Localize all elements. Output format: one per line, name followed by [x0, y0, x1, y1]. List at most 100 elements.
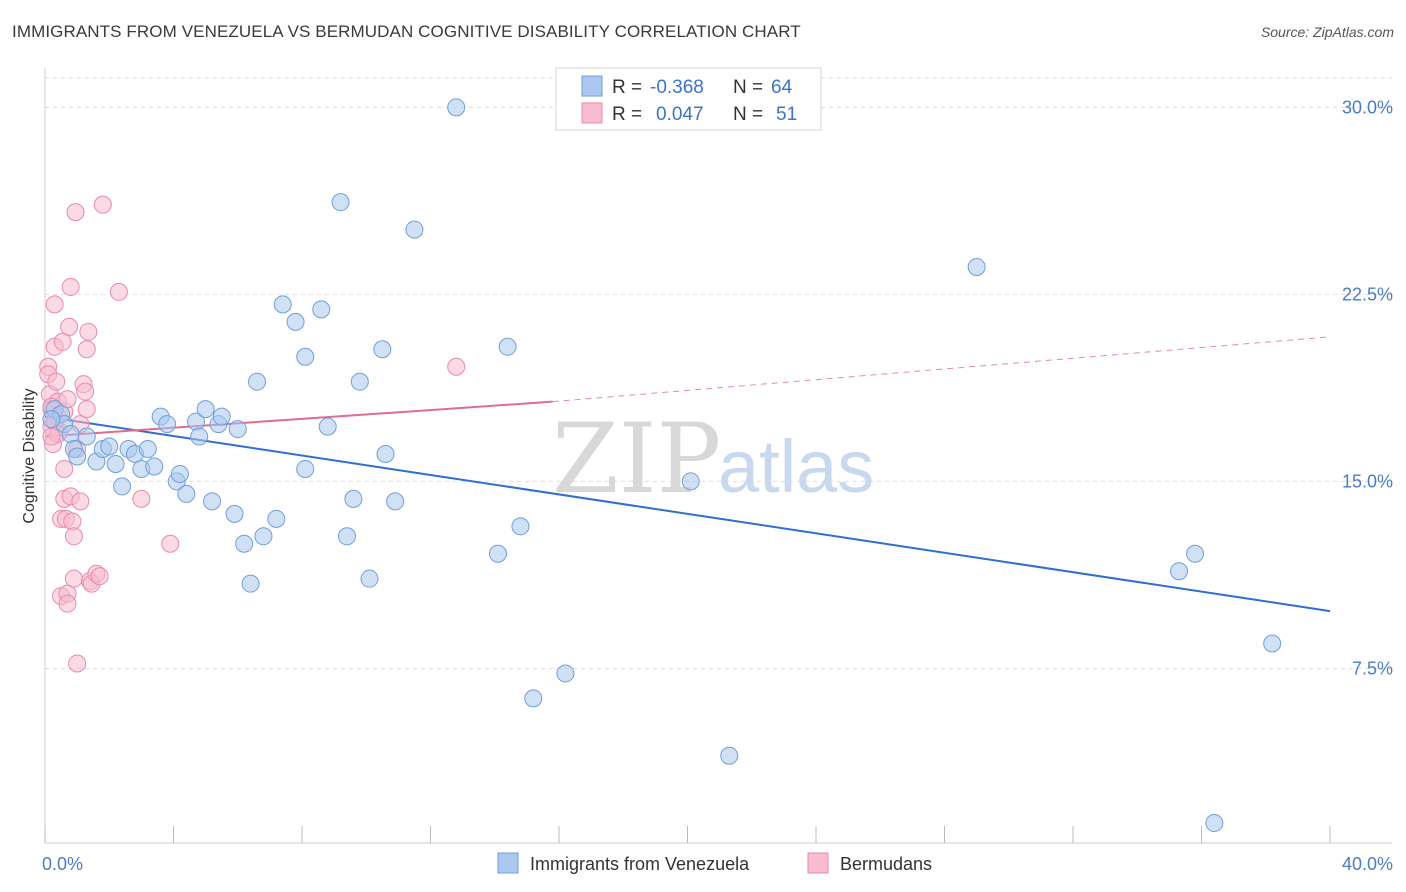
point-bermudans	[53, 332, 72, 351]
point-venezuela	[241, 574, 260, 593]
point-venezuela	[681, 472, 700, 491]
legend-r-value-1: -0.368	[650, 77, 704, 98]
point-bermudans	[76, 382, 95, 401]
legend-r-label-1: R =	[612, 77, 642, 98]
point-bermudans	[71, 492, 90, 511]
point-venezuela	[331, 193, 350, 212]
y-tick-label: 30.0%	[1342, 97, 1393, 117]
point-venezuela	[235, 534, 254, 553]
point-venezuela	[967, 257, 986, 276]
point-bermudans	[64, 527, 83, 546]
point-venezuela	[511, 517, 530, 536]
point-bermudans	[63, 512, 82, 531]
legend-swatch-blue	[581, 75, 603, 97]
x-tick-label-min: 0.0%	[42, 854, 83, 874]
point-bermudans	[77, 400, 96, 419]
point-venezuela	[212, 407, 231, 426]
point-bermudans	[64, 569, 83, 588]
point-venezuela	[190, 427, 209, 446]
point-venezuela	[138, 440, 157, 459]
watermark: ZIP atlas	[552, 403, 874, 515]
point-venezuela	[556, 664, 575, 683]
point-venezuela	[248, 372, 267, 391]
point-venezuela	[488, 544, 507, 563]
y-tick-label: 15.0%	[1342, 471, 1393, 491]
point-venezuela	[296, 459, 315, 478]
point-bermudans	[79, 322, 98, 341]
point-venezuela	[720, 746, 739, 765]
point-venezuela	[158, 415, 177, 434]
bottom-legend: Immigrants from Venezuela Bermudans	[497, 852, 932, 874]
point-bermudans	[60, 317, 79, 336]
point-venezuela	[1263, 634, 1282, 653]
point-venezuela	[100, 437, 119, 456]
point-venezuela	[254, 527, 273, 546]
trend-lines	[44, 336, 1331, 613]
watermark-atlas: atlas	[718, 425, 874, 508]
point-bermudans	[61, 277, 80, 296]
point-venezuela	[318, 417, 337, 436]
point-venezuela	[225, 504, 244, 523]
point-bermudans	[90, 567, 109, 586]
y-tick-label: 7.5%	[1352, 658, 1393, 678]
trend-line-venezuela	[44, 415, 1331, 613]
legend-swatch-pink	[581, 102, 603, 124]
point-bermudans	[161, 534, 180, 553]
legend-n-label-1: N =	[733, 77, 763, 98]
point-bermudans	[42, 427, 61, 446]
point-venezuela	[360, 569, 379, 588]
legend-r-value-2: 0.047	[656, 104, 704, 125]
point-venezuela	[498, 337, 517, 356]
point-venezuela	[203, 492, 222, 511]
watermark-zip: ZIP	[552, 403, 721, 515]
point-venezuela	[170, 464, 189, 483]
y-axis-label: Cognitive Disability	[21, 388, 38, 523]
point-venezuela	[524, 689, 543, 708]
trend-line-bermudans	[44, 400, 553, 438]
x-tick-labels: 0.0% 40.0%	[42, 854, 1393, 874]
point-venezuela	[267, 509, 286, 528]
bottom-legend-label-bermudans: Bermudans	[840, 854, 932, 874]
point-venezuela	[177, 484, 196, 503]
point-bermudans	[45, 295, 64, 314]
legend-n-value-2: 51	[776, 104, 797, 125]
point-venezuela	[386, 492, 405, 511]
point-venezuela	[344, 489, 363, 508]
point-bermudans	[47, 372, 66, 391]
point-venezuela	[405, 220, 424, 239]
point-venezuela	[145, 457, 164, 476]
bottom-legend-label-venezuela: Immigrants from Venezuela	[530, 854, 750, 874]
point-bermudans	[58, 390, 77, 409]
point-venezuela	[373, 340, 392, 359]
point-venezuela	[350, 372, 369, 391]
point-bermudans	[58, 594, 77, 613]
point-bermudans	[77, 340, 96, 359]
data-points	[39, 98, 1282, 833]
point-bermudans	[109, 282, 128, 301]
point-venezuela	[61, 425, 80, 444]
point-bermudans	[66, 203, 85, 222]
axes	[44, 68, 1392, 844]
chart-title: IMMIGRANTS FROM VENEZUELA VS BERMUDAN CO…	[12, 22, 801, 41]
point-venezuela	[228, 420, 247, 439]
point-bermudans	[93, 195, 112, 214]
point-venezuela	[447, 98, 466, 117]
source-credit: Source: ZipAtlas.com	[1260, 24, 1394, 40]
point-bermudans	[68, 654, 87, 673]
point-venezuela	[68, 447, 87, 466]
legend: R = -0.368 N = 64 R = 0.047 N = 51	[555, 67, 822, 131]
point-venezuela	[77, 427, 96, 446]
point-venezuela	[1170, 562, 1189, 581]
x-tick-label-max: 40.0%	[1342, 854, 1393, 874]
point-bermudans	[132, 489, 151, 508]
point-venezuela	[1186, 544, 1205, 563]
y-tick-label: 22.5%	[1342, 284, 1393, 304]
point-venezuela	[106, 454, 125, 473]
point-venezuela	[42, 410, 61, 429]
point-bermudans	[447, 357, 466, 376]
point-bermudans	[55, 459, 74, 478]
point-venezuela	[312, 300, 331, 319]
point-venezuela	[1205, 814, 1224, 833]
point-venezuela	[196, 400, 215, 419]
